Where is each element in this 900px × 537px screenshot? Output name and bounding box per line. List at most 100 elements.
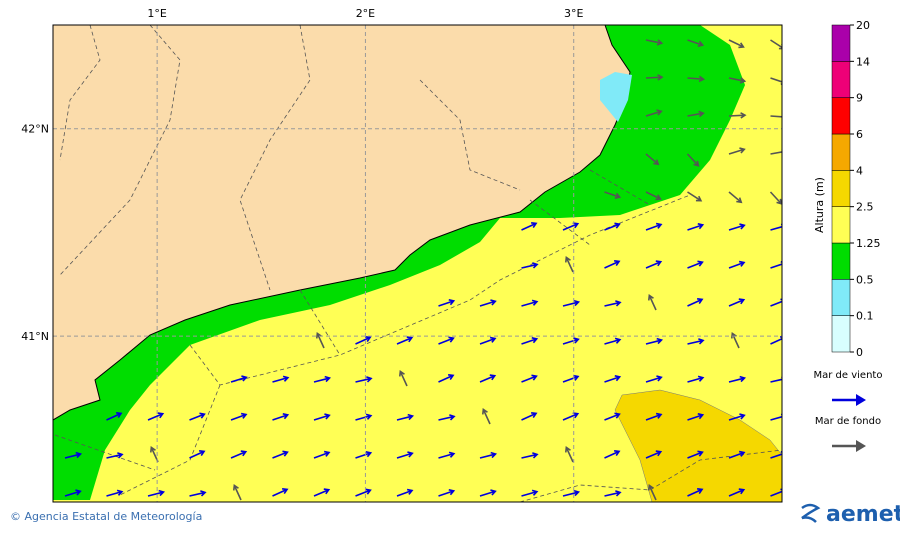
arrow <box>770 298 782 307</box>
arrow <box>438 489 456 497</box>
arrow <box>64 451 83 459</box>
arrow <box>396 451 414 459</box>
arrow <box>479 299 497 307</box>
arrow <box>564 256 574 273</box>
arrow <box>645 375 663 383</box>
arrow <box>521 262 539 269</box>
arrow <box>645 222 663 231</box>
arrow <box>770 148 782 155</box>
map-frame <box>52 24 783 503</box>
arrow <box>770 413 782 421</box>
colorbar-band <box>831 170 851 207</box>
arrow <box>728 413 746 421</box>
arrow <box>645 337 664 345</box>
arrow <box>521 222 538 231</box>
arrow <box>728 488 746 497</box>
arrow <box>479 336 497 345</box>
arrow <box>647 484 657 501</box>
arrow <box>562 299 581 307</box>
arrow <box>770 451 782 459</box>
arrow <box>687 260 704 269</box>
arrow <box>645 74 664 81</box>
arrow <box>645 260 663 269</box>
legend-arrowhead <box>856 394 866 406</box>
arrow <box>687 298 704 307</box>
arrow <box>479 374 497 383</box>
arrow <box>272 375 290 383</box>
colorbar-band <box>831 133 851 171</box>
colorbar-band <box>831 97 851 135</box>
arrow <box>645 109 663 117</box>
arrow <box>398 370 408 387</box>
arrow <box>147 412 165 421</box>
arrow <box>438 374 455 383</box>
arrow <box>687 110 705 118</box>
arrow <box>687 450 704 459</box>
colorbar: 0 0.1 0.5 1.25 2.5 4 6 9 14 20 <box>831 19 881 359</box>
colorbar-tick-label: 1.25 <box>856 237 881 250</box>
axis-labels: 1°E 2°E 3°E 42°N 41°N <box>21 7 583 343</box>
arrow <box>232 484 242 501</box>
arrow <box>396 488 414 497</box>
arrow <box>355 336 372 345</box>
arrow <box>728 147 746 155</box>
arrow <box>230 375 248 383</box>
colorbar-band <box>831 279 851 316</box>
arrow <box>355 488 372 497</box>
arrow <box>728 39 745 49</box>
arrow <box>728 298 746 307</box>
arrow <box>687 223 705 231</box>
lake <box>600 72 632 122</box>
arrow <box>521 452 539 459</box>
arrow <box>355 376 373 383</box>
legend-label: Mar de viento <box>814 370 883 381</box>
gold-area <box>614 389 782 502</box>
arrow <box>521 412 538 421</box>
colorbar-tick-label: 0 <box>856 346 863 359</box>
arrow <box>272 413 290 421</box>
arrow <box>645 39 664 46</box>
arrow <box>64 489 82 497</box>
arrow <box>645 153 660 166</box>
footer: © Agencia Estatal de Meteorología <box>10 510 202 523</box>
arrow <box>728 450 746 459</box>
arrow <box>770 376 782 383</box>
arrow <box>313 450 331 459</box>
arrow <box>106 489 124 497</box>
arrow <box>106 452 124 459</box>
arrow <box>728 223 746 231</box>
arrow <box>438 451 456 459</box>
arrow <box>645 412 663 421</box>
logo-icon <box>801 503 821 523</box>
arrow <box>687 375 705 383</box>
arrow <box>728 260 746 269</box>
arrow <box>687 191 703 202</box>
arrow <box>645 191 662 201</box>
arrow <box>770 488 782 497</box>
arrow <box>687 413 705 421</box>
arrow <box>728 112 747 119</box>
colorbar-band <box>831 61 851 98</box>
lon-label: 2°E <box>356 7 375 20</box>
arrow <box>313 488 331 497</box>
arrow <box>645 450 663 459</box>
colorbar-tick-label: 6 <box>856 128 863 141</box>
borders <box>54 25 782 502</box>
arrow <box>521 337 539 345</box>
colorbar-tick-label: 0.5 <box>856 273 874 286</box>
arrow <box>562 489 581 497</box>
arrow <box>479 451 498 459</box>
logo: aemet <box>826 502 900 527</box>
colorbar-band <box>831 315 851 353</box>
arrow <box>564 446 574 463</box>
arrow <box>479 489 497 497</box>
colorbar-tick-label: 4 <box>856 164 863 177</box>
arrow <box>315 332 325 349</box>
arrow <box>272 488 289 497</box>
arrow <box>189 490 207 497</box>
arrow <box>521 489 539 497</box>
arrow <box>604 260 621 269</box>
lon-label: 3°E <box>564 7 583 20</box>
arrow <box>355 413 373 421</box>
